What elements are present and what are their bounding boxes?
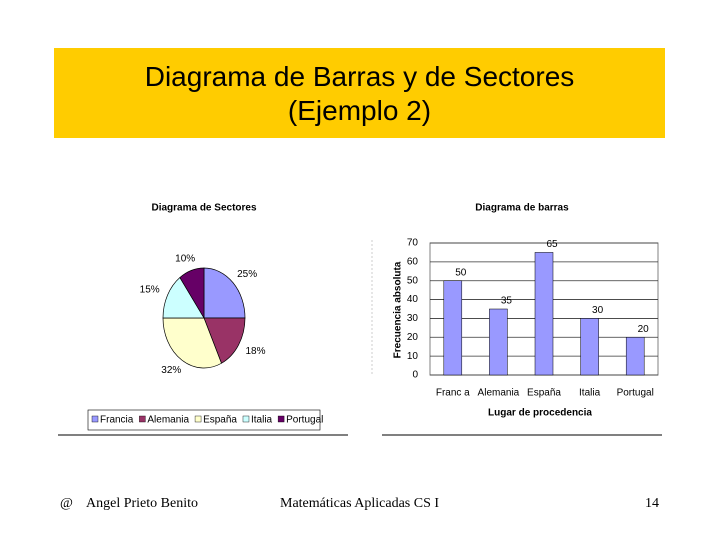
- data-label: 50: [455, 267, 467, 278]
- x-axis-label: Lugar de procedencia: [488, 408, 592, 419]
- legend-swatch: [242, 415, 250, 423]
- legend-label: Portugal: [286, 415, 323, 426]
- data-label: 10%: [175, 254, 195, 265]
- y-tick-label: 40: [407, 294, 419, 305]
- legend-swatch: [194, 415, 202, 423]
- legend-label: España: [203, 415, 237, 426]
- legend-box: [87, 409, 321, 431]
- y-tick-label: 70: [407, 238, 419, 249]
- x-tick-label: Alemania: [478, 388, 520, 399]
- legend-swatch: [277, 415, 285, 423]
- data-label: 65: [546, 239, 558, 250]
- pie-slice: [203, 317, 246, 364]
- x-tick-label: España: [527, 388, 561, 399]
- data-label: 20: [638, 324, 650, 335]
- y-tick-label: 60: [407, 256, 419, 267]
- footer-page: 14: [645, 496, 659, 511]
- y-tick-label: 10: [407, 351, 419, 362]
- data-label: 32%: [161, 365, 181, 376]
- legend-swatch: [91, 415, 99, 423]
- data-label: 25%: [237, 269, 257, 280]
- legend-label: Alemania: [147, 415, 189, 426]
- y-tick-label: 20: [407, 332, 419, 343]
- data-label: 15%: [140, 284, 160, 295]
- legend-label: Francia: [100, 415, 134, 426]
- y-axis-label: Frecuencia absoluta: [393, 261, 404, 358]
- pie-slice: [203, 267, 246, 319]
- legend-swatch: [139, 415, 146, 423]
- chart-title: Diagrama de Sectores: [151, 203, 256, 214]
- bar: [443, 280, 463, 376]
- x-tick-label: Italia: [579, 388, 601, 399]
- legend-label: Italia: [251, 415, 273, 426]
- footer-course: Matemáticas Aplicadas CS I: [280, 496, 440, 511]
- bar: [580, 318, 599, 376]
- y-tick-label: 30: [407, 313, 419, 324]
- footer-author: Angel Prieto Benito: [86, 496, 198, 511]
- pie-slice: [179, 267, 205, 320]
- data-label: 30: [592, 305, 604, 316]
- footer-symbol: @: [60, 496, 73, 511]
- x-tick-label: Franc a: [436, 388, 470, 399]
- chart-title: Diagrama de barras: [475, 203, 569, 214]
- x-tick-label: Portugal: [617, 388, 654, 399]
- y-tick-label: 50: [407, 275, 419, 286]
- pie-slice: [162, 317, 222, 369]
- header: Diagrama de Barras y de Sectores (Ejempl…: [54, 48, 665, 138]
- y-tick-label: 0: [412, 370, 418, 381]
- bar: [534, 252, 554, 376]
- data-label: 35: [501, 296, 513, 307]
- slide-title: Diagrama de Barras y de Sectores (Ejempl…: [144, 61, 575, 126]
- bar: [489, 308, 508, 376]
- bar: [625, 337, 645, 376]
- data-label: 18%: [245, 346, 265, 357]
